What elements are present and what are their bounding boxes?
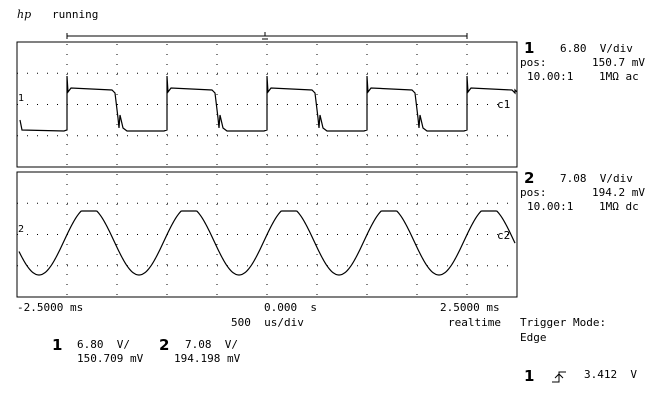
channel-number: 2 (524, 169, 534, 187)
channel-2-info: 2 7.08 V/div pos: 194.2 mV 10.00:1 1MΩ d… (520, 169, 645, 213)
coupling: 1MΩ dc (599, 200, 639, 213)
channel-number: 1 (524, 39, 534, 57)
run-state: running (52, 8, 98, 21)
scale: 6.80 V/div (560, 42, 633, 55)
pos-label: pos: (520, 56, 547, 69)
markers: 1 2 c1 c2 (18, 93, 510, 242)
probe: 10.00:1 (527, 70, 573, 83)
time-center: 0.000 s (264, 301, 317, 314)
scale: 6.80 V/ (77, 338, 130, 351)
trigger-level: 1 3.412 V (524, 367, 637, 385)
trace-label: c1 (497, 98, 510, 111)
pos: 150.7 mV (592, 56, 645, 69)
time-scale: 500 us/div (231, 316, 304, 329)
trace-label: c2 (497, 229, 510, 242)
trigger-mode: Edge (520, 331, 547, 344)
pos: 194.2 mV (592, 186, 645, 199)
trigger-level-value: 3.412 V (584, 368, 637, 381)
trigger-mode-label: Trigger Mode: (520, 316, 606, 329)
time-right: 2.5000 ms (440, 301, 500, 314)
channel-number: 2 (159, 336, 169, 354)
trace-2 (18, 210, 516, 276)
channel-1-info: 1 6.80 V/div pos: 150.7 mV 10.00:1 1MΩ a… (520, 39, 645, 83)
scale: 7.08 V/div (560, 172, 633, 185)
acq-mode: realtime (448, 316, 501, 329)
ground-marker: 2 (18, 224, 24, 235)
ground-marker: 1 (18, 93, 24, 104)
scale: 7.08 V/ (185, 338, 238, 351)
logo: hp (17, 8, 31, 21)
channel-number: 1 (52, 336, 62, 354)
coupling: 1MΩ ac (599, 70, 639, 83)
measurements: 1 6.80 V/ 150.709 mV 2 7.08 V/ 194.198 m… (52, 336, 241, 365)
pos-label: pos: (520, 186, 547, 199)
pos: 194.198 mV (174, 352, 241, 365)
time-left: -2.5000 ms (17, 301, 83, 314)
trigger-source: 1 (524, 367, 534, 385)
top-bar (66, 32, 468, 40)
pos: 150.709 mV (77, 352, 144, 365)
trace-1 (19, 75, 518, 132)
probe: 10.00:1 (527, 200, 573, 213)
